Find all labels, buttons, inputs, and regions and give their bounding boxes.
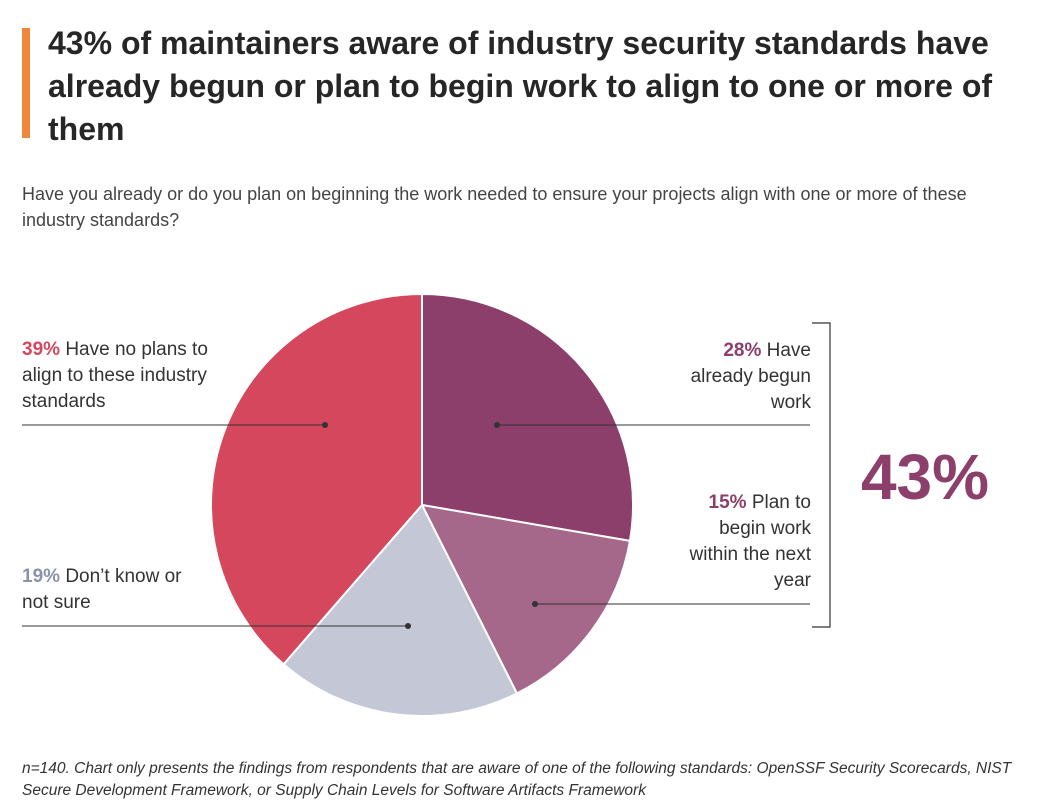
leader-dot <box>322 422 328 428</box>
leader-dot <box>532 601 538 607</box>
category-label: Plan to begin work within the next year <box>689 492 811 591</box>
leader-dot <box>494 422 500 428</box>
pie-slice <box>420 503 632 695</box>
bracket <box>812 322 831 628</box>
slice-label: 15% Plan to begin work within the next y… <box>681 490 811 594</box>
slice-label: 19% Don’t know or not sure <box>22 564 212 616</box>
category-label: Don’t know or not sure <box>22 566 182 613</box>
chart-title: 43% of maintainers aware of industry sec… <box>48 25 993 147</box>
slice-label: 39% Have no plans to align to these indu… <box>22 337 237 415</box>
slice-label: 28% Have already begun work <box>671 338 811 416</box>
subtitle: Have you already or do you plan on begin… <box>22 184 967 230</box>
category-label: Have no plans to align to these industry… <box>22 339 208 412</box>
title-accent <box>22 28 30 138</box>
pie-slice <box>210 292 423 666</box>
footnote: n=140. Chart only presents the findings … <box>22 760 1012 799</box>
pie-slice <box>282 503 519 717</box>
leader-dot <box>405 623 411 629</box>
value-label: 19% <box>22 566 61 587</box>
category-label: Have already begun work <box>690 340 811 413</box>
annotation: 43% <box>860 441 990 513</box>
value-label: 39% <box>22 339 61 360</box>
value-label: 28% <box>723 340 762 361</box>
value-label: 15% <box>708 492 747 513</box>
pie-slice <box>421 292 634 543</box>
